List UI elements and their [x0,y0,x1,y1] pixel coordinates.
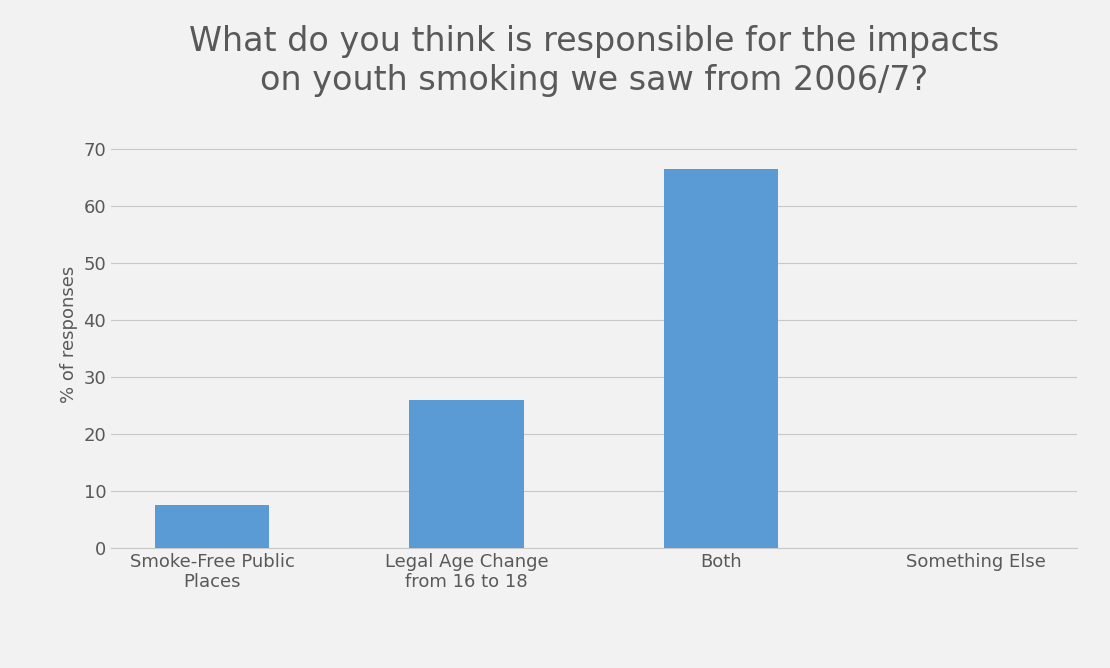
Bar [664,169,778,548]
Y-axis label: % of responses: % of responses [60,265,78,403]
Title: What do you think is responsible for the impacts
on youth smoking we saw from 20: What do you think is responsible for the… [189,25,999,97]
Bar [410,399,524,548]
Bar [155,505,270,548]
